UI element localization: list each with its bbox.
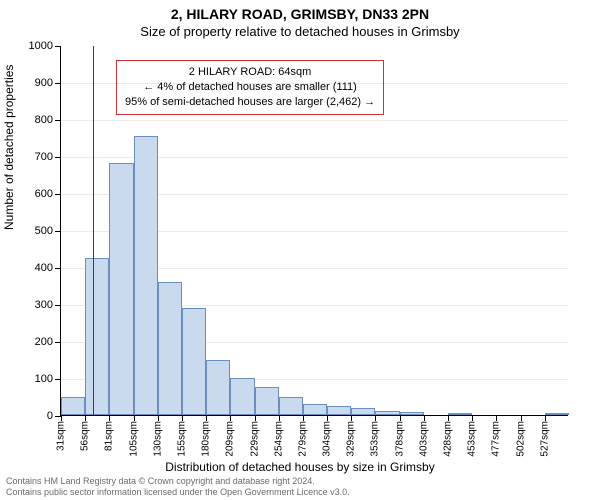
histogram-bar <box>255 387 279 415</box>
marker-line <box>93 46 94 415</box>
page-title-line2: Size of property relative to detached ho… <box>0 22 600 39</box>
x-tick-label: 81sqm <box>104 421 115 451</box>
chart-container: 2, HILARY ROAD, GRIMSBY, DN33 2PN Size o… <box>0 0 600 500</box>
y-tick <box>55 342 61 343</box>
y-tick-label: 200 <box>35 336 53 348</box>
chart-area: 2 HILARY ROAD: 64sqm ← 4% of detached ho… <box>60 46 568 416</box>
y-axis-title: Number of detached properties <box>2 65 16 230</box>
plot-area: 2 HILARY ROAD: 64sqm ← 4% of detached ho… <box>60 46 568 416</box>
histogram-bar <box>303 404 327 415</box>
page-title-line1: 2, HILARY ROAD, GRIMSBY, DN33 2PN <box>0 0 600 22</box>
footer-line2: Contains public sector information licen… <box>6 487 350 498</box>
histogram-bar <box>206 360 230 416</box>
y-tick <box>55 120 61 121</box>
x-tick-label: 329sqm <box>346 421 357 457</box>
histogram-bar <box>279 397 303 415</box>
footer-attribution: Contains HM Land Registry data © Crown c… <box>6 476 350 498</box>
histogram-bar <box>134 136 158 415</box>
histogram-bar <box>327 406 351 415</box>
y-tick <box>55 46 61 47</box>
y-tick-label: 900 <box>35 77 53 89</box>
x-tick-label: 209sqm <box>225 421 236 457</box>
histogram-bar <box>230 378 254 415</box>
histogram-bar <box>400 412 424 415</box>
x-tick-label: 56sqm <box>80 421 91 451</box>
x-tick-label: 403sqm <box>418 421 429 457</box>
y-tick <box>55 231 61 232</box>
x-tick-label: 502sqm <box>515 421 526 457</box>
y-tick-label: 500 <box>35 225 53 237</box>
x-tick-label: 155sqm <box>176 421 187 457</box>
annotation-line1: 2 HILARY ROAD: 64sqm <box>125 65 375 80</box>
y-tick <box>55 194 61 195</box>
x-axis-title: Distribution of detached houses by size … <box>0 460 600 474</box>
histogram-bar <box>158 282 182 415</box>
x-tick-label: 428sqm <box>443 421 454 457</box>
x-tick-label: 304sqm <box>322 421 333 457</box>
histogram-bar <box>109 163 133 415</box>
y-tick-label: 0 <box>47 410 53 422</box>
histogram-bar <box>351 408 375 415</box>
y-tick-label: 1000 <box>29 40 53 52</box>
x-tick-label: 279sqm <box>297 421 308 457</box>
y-tick-label: 400 <box>35 262 53 274</box>
histogram-bar <box>85 258 109 415</box>
y-tick-label: 300 <box>35 299 53 311</box>
y-tick-label: 700 <box>35 151 53 163</box>
x-tick-label: 180sqm <box>201 421 212 457</box>
x-tick-label: 378sqm <box>394 421 405 457</box>
histogram-bar <box>375 411 399 415</box>
grid-line <box>61 83 568 84</box>
y-tick <box>55 157 61 158</box>
y-tick-label: 100 <box>35 373 53 385</box>
annotation-box: 2 HILARY ROAD: 64sqm ← 4% of detached ho… <box>116 60 384 115</box>
y-tick <box>55 268 61 269</box>
x-tick-label: 527sqm <box>539 421 550 457</box>
y-tick <box>55 379 61 380</box>
histogram-bar <box>182 308 206 415</box>
footer-line1: Contains HM Land Registry data © Crown c… <box>6 476 350 487</box>
histogram-bar <box>545 413 569 415</box>
histogram-bar <box>61 397 85 416</box>
x-tick-label: 31sqm <box>56 421 67 451</box>
y-tick-label: 800 <box>35 114 53 126</box>
x-tick-label: 477sqm <box>491 421 502 457</box>
x-tick-label: 453sqm <box>467 421 478 457</box>
grid-line <box>61 120 568 121</box>
x-tick-label: 229sqm <box>249 421 260 457</box>
annotation-line3: 95% of semi-detached houses are larger (… <box>125 95 375 110</box>
x-tick-label: 105sqm <box>128 421 139 457</box>
x-tick-label: 353sqm <box>370 421 381 457</box>
x-tick-label: 254sqm <box>273 421 284 457</box>
y-tick <box>55 83 61 84</box>
x-tick-label: 130sqm <box>152 421 163 457</box>
histogram-bar <box>448 413 472 415</box>
y-tick-label: 600 <box>35 188 53 200</box>
y-tick <box>55 305 61 306</box>
